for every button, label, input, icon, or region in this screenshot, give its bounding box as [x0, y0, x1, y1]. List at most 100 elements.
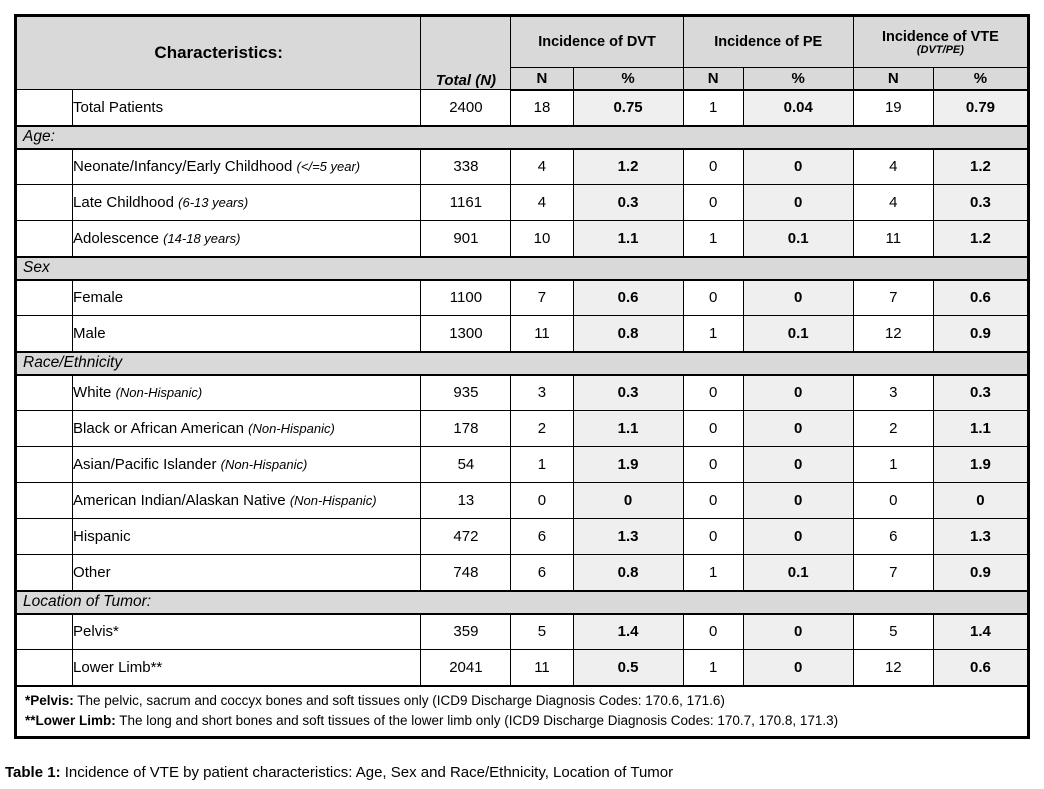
indent-cell — [14, 184, 74, 221]
row-label-cell: Male — [72, 315, 422, 352]
pe-pct-value: 0 — [742, 410, 854, 447]
pe-n-header: N — [682, 67, 744, 91]
row-label: Adolescence — [73, 229, 164, 247]
indent-cell — [14, 315, 74, 352]
pe-pct-value: 0 — [742, 279, 854, 316]
dvt-n-value: 4 — [510, 148, 574, 185]
vte-pct-value: 0.9 — [932, 554, 1030, 591]
table-row: Male 1300 11 0.8 1 0.1 12 0.9 — [14, 315, 1030, 352]
row-label-cell: Hispanic — [72, 518, 422, 555]
pe-pct-value: 0 — [742, 613, 854, 650]
pe-pct-value: 0.04 — [742, 89, 854, 126]
dvt-n-value: 2 — [510, 410, 574, 447]
row-label-cell: Black or African American (Non-Hispanic) — [72, 410, 422, 447]
vte-n-value: 4 — [852, 148, 934, 185]
table-row: Other 748 6 0.8 1 0.1 7 0.9 — [14, 554, 1030, 591]
vte-n-value: 0 — [852, 482, 934, 519]
row-label-cell: Adolescence (14-18 years) — [72, 220, 422, 257]
dvt-n-value: 4 — [510, 184, 574, 221]
row-label-cell: White (Non-Hispanic) — [72, 374, 422, 411]
pe-n-value: 0 — [682, 518, 744, 555]
incidence-pe-header: Incidence of PE — [682, 15, 854, 68]
header-row-sublabels: N % N % N % — [16, 67, 1030, 91]
characteristics-header: Characteristics: — [14, 15, 422, 90]
row-label-qualifier: (Non-Hispanic) — [220, 457, 308, 472]
total-n-value: 338 — [420, 148, 512, 185]
dvt-n-value: 1 — [510, 446, 574, 483]
indent-cell — [14, 410, 74, 447]
row-label: White — [73, 384, 116, 402]
dvt-n-value: 0 — [510, 482, 574, 519]
total-n-value: 935 — [420, 374, 512, 411]
pe-pct-value: 0 — [742, 518, 854, 555]
vte-pct-value: 0.3 — [932, 374, 1030, 411]
total-n-value: 901 — [420, 220, 512, 257]
incidence-vte-label: Incidence of VTE — [881, 28, 999, 45]
row-label-qualifier: (6-13 years) — [178, 195, 249, 210]
table-row: Female 1100 7 0.6 0 0 7 0.6 — [14, 279, 1030, 316]
dvt-pct-value: 1.1 — [572, 220, 684, 257]
pe-n-value: 0 — [682, 184, 744, 221]
table-row: Lower Limb** 2041 11 0.5 1 0 12 0.6 — [14, 649, 1030, 686]
dvt-n-value: 6 — [510, 518, 574, 555]
pe-pct-value: 0 — [742, 374, 854, 411]
table-row: Adolescence (14-18 years) 901 10 1.1 1 0.1 11 1… — [14, 220, 1030, 257]
section-row: Age: — [15, 124, 1029, 150]
dvt-pct-value: 0.8 — [572, 554, 684, 591]
dvt-pct-value: 0.8 — [572, 315, 684, 352]
dvt-pct-value: 0.3 — [572, 374, 684, 411]
row-label: Total Patients — [73, 98, 164, 116]
dvt-n-value: 3 — [510, 374, 574, 411]
vte-n-value: 12 — [852, 649, 934, 686]
indent-cell — [14, 554, 74, 591]
pe-n-value: 0 — [682, 148, 744, 185]
pe-pct-value: 0 — [742, 184, 854, 221]
indent-cell — [14, 89, 74, 126]
indent-cell — [14, 613, 74, 650]
vte-n-value: 5 — [852, 613, 934, 650]
incidence-vte-sublabel: (DVT/PE) — [916, 43, 964, 56]
pe-pct-value: 0.1 — [742, 220, 854, 257]
row-label: Hispanic — [73, 528, 131, 545]
vte-pct-value: 0.79 — [932, 89, 1030, 126]
vte-pct-value: 0.3 — [932, 184, 1030, 221]
pe-n-value: 0 — [682, 446, 744, 483]
vte-n-value: 2 — [852, 410, 934, 447]
vte-pct-value: 1.2 — [932, 148, 1030, 185]
vte-pct-value: 1.1 — [932, 410, 1030, 447]
vte-n-value: 3 — [852, 374, 934, 411]
table-row: Asian/Pacific Islander (Non-Hispanic) 54 1… — [14, 446, 1030, 483]
pe-n-value: 0 — [682, 410, 744, 447]
table-row: Hispanic 472 6 1.3 0 0 6 1.3 — [14, 518, 1030, 555]
table-caption: Table 1: Incidence of VTE by patient cha… — [5, 764, 673, 781]
total-n-value: 1300 — [420, 315, 512, 352]
indent-cell — [14, 279, 74, 316]
pe-n-value: 1 — [682, 315, 744, 352]
vte-n-value: 11 — [852, 220, 934, 257]
table-footer: *Pelvis: The pelvic, sacrum and coccyx b… — [15, 684, 1029, 738]
indent-cell — [14, 374, 74, 411]
pe-pct-value: 0.1 — [742, 315, 854, 352]
vte-pct-value: 0.6 — [932, 279, 1030, 316]
footnote-pelvis: *Pelvis: The pelvic, sacrum and coccyx b… — [25, 691, 1019, 711]
total-n-value: 178 — [420, 410, 512, 447]
row-label-qualifier: (Non-Hispanic) — [248, 421, 335, 436]
pe-pct-value: 0 — [742, 148, 854, 185]
row-label-cell: Total Patients — [72, 89, 422, 126]
pe-pct-value: 0 — [742, 482, 854, 519]
footnote-pelvis-text: The pelvic, sacrum and coccyx bones and … — [73, 692, 725, 708]
footnote-lower-limb-label: **Lower Limb: — [25, 712, 116, 728]
row-label-cell: American Indian/Alaskan Native (Non-Hisp… — [72, 482, 422, 519]
row-label-cell: Asian/Pacific Islander (Non-Hispanic) — [72, 446, 422, 483]
table-row: Neonate/Infancy/Early Childhood (</=5 ye… — [14, 148, 1030, 185]
row-label: Lower Limb** — [73, 658, 163, 676]
total-n-value: 748 — [420, 554, 512, 591]
indent-cell — [14, 518, 74, 555]
total-n-value: 472 — [420, 518, 512, 555]
dvt-n-value: 7 — [510, 279, 574, 316]
table-header: Characteristics: Total (N) Incidence of … — [14, 15, 1030, 91]
row-label-cell: Female — [72, 279, 422, 316]
row-label-cell: Pelvis* — [72, 613, 422, 650]
footnote-lower-limb: **Lower Limb: The long and short bones a… — [25, 711, 1019, 731]
